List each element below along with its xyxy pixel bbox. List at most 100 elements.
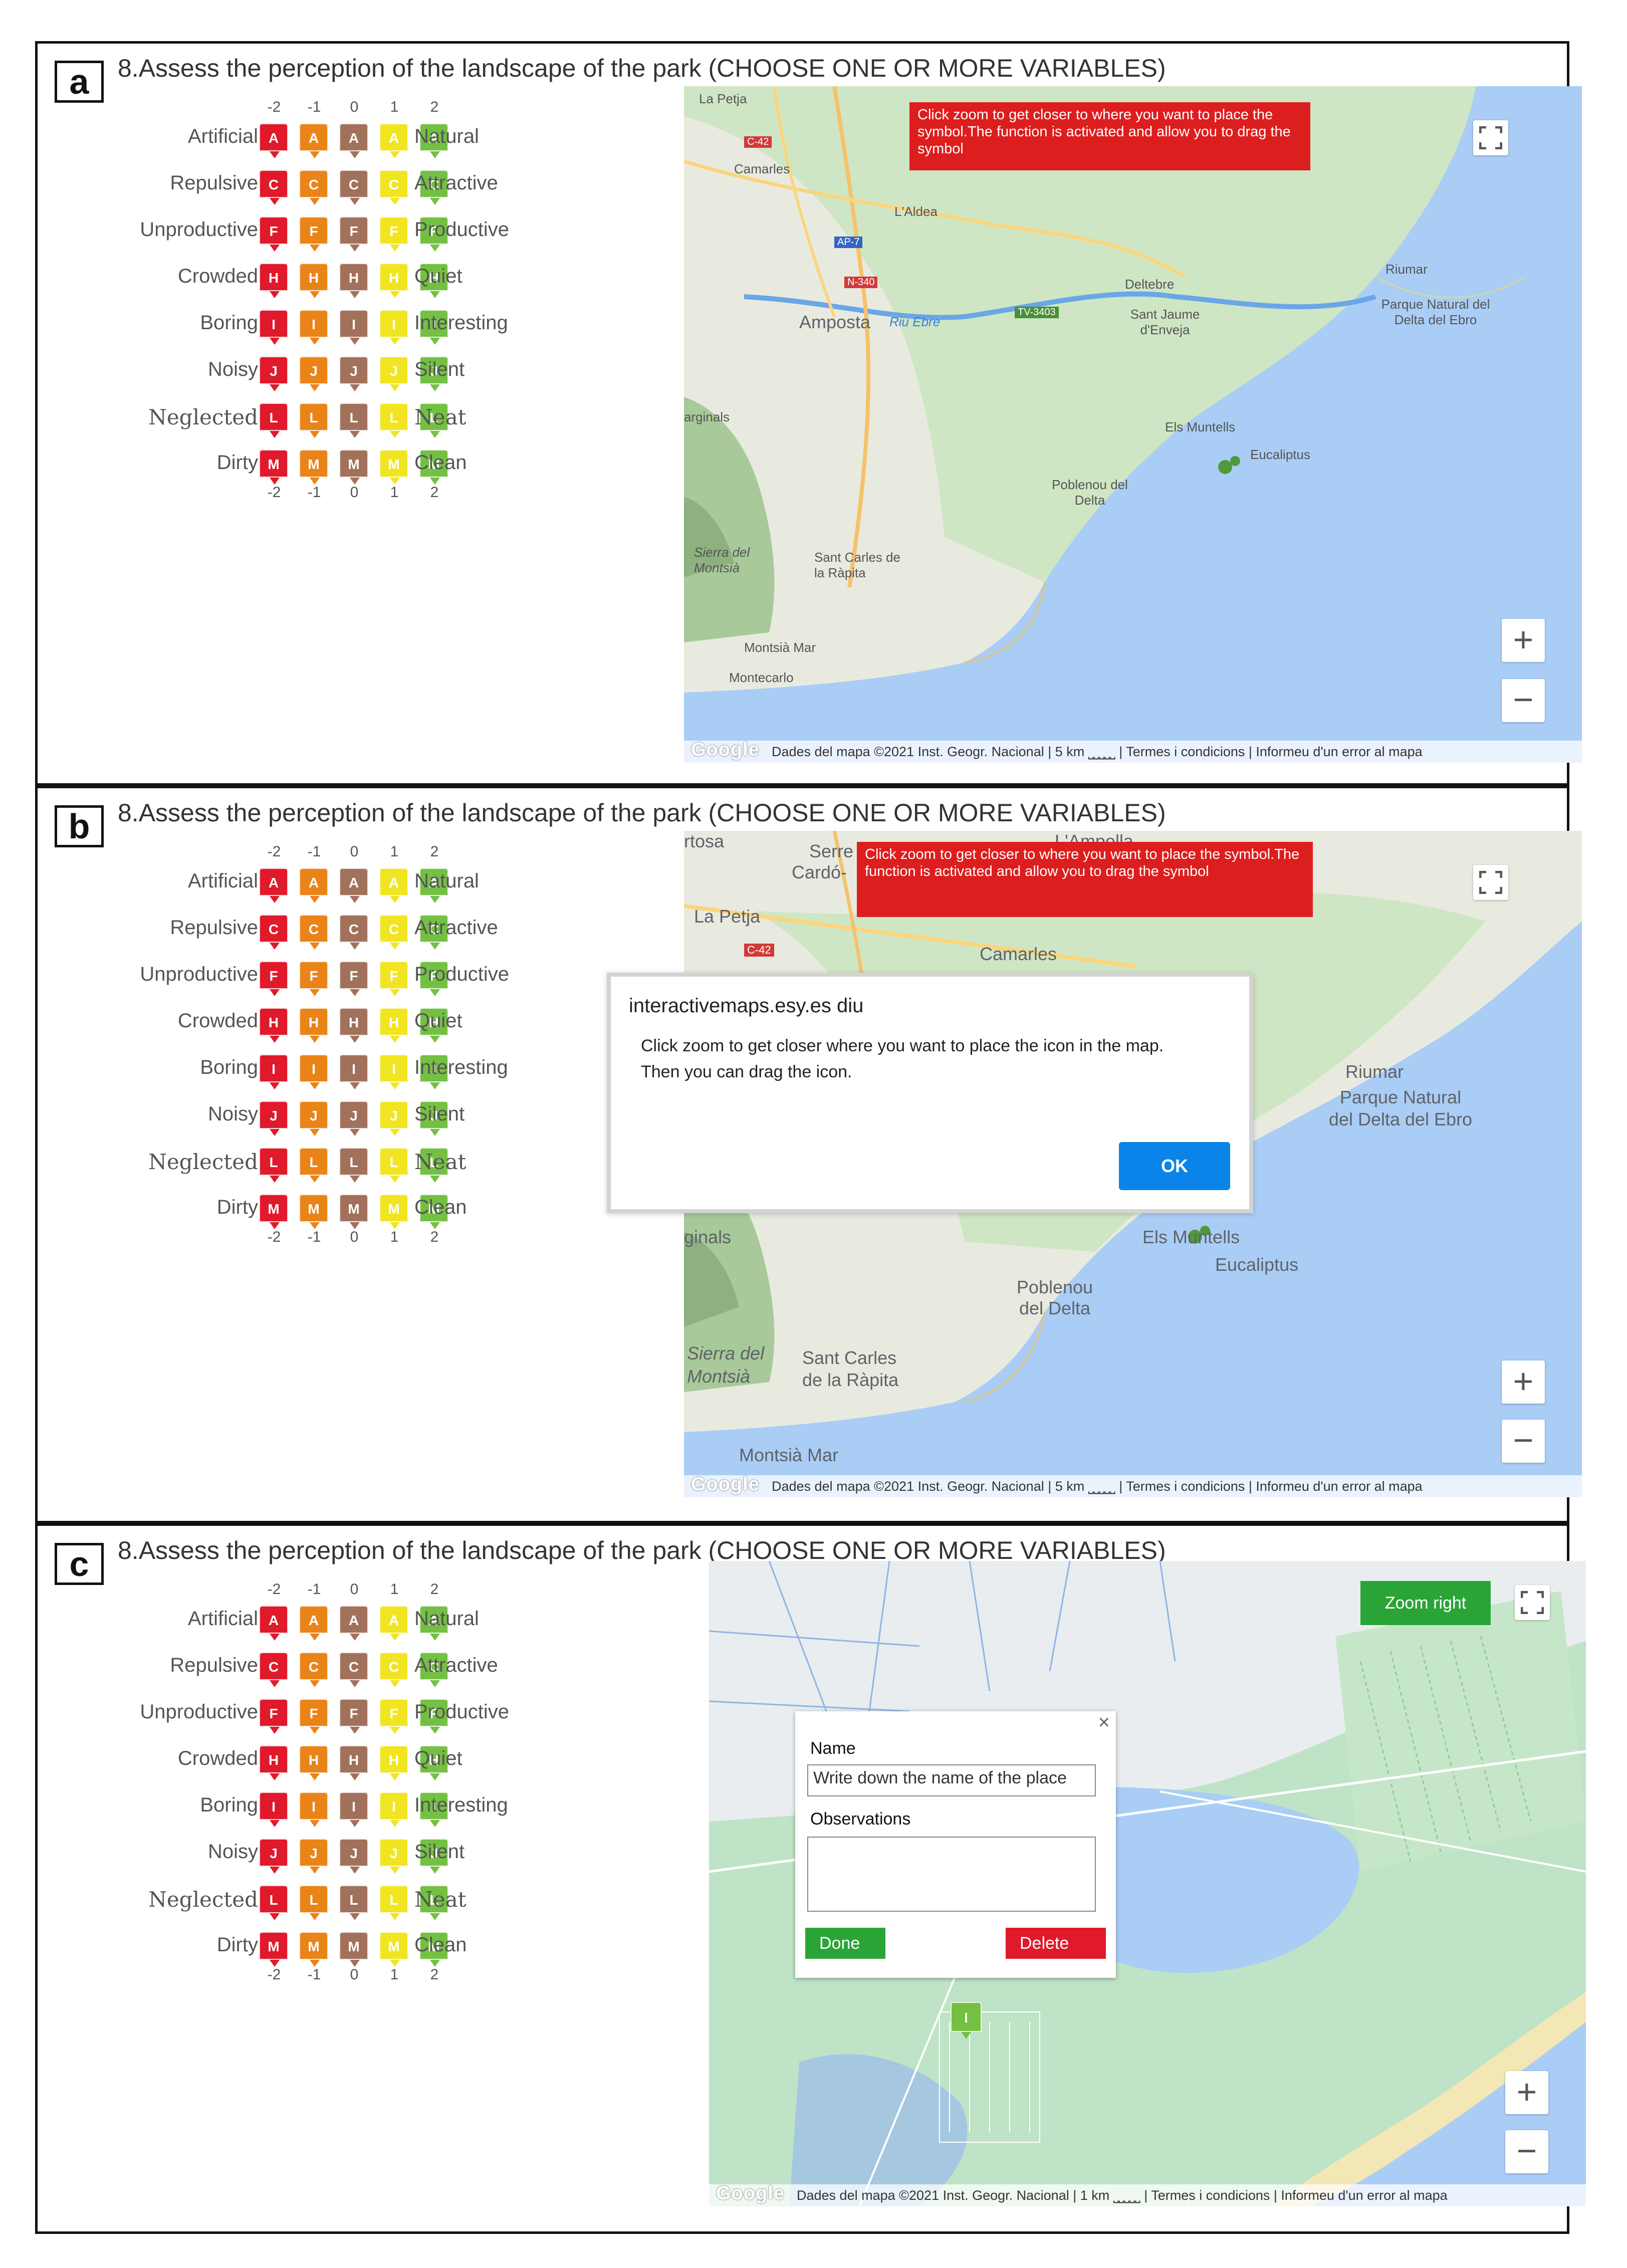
rating-marker[interactable]: L: [379, 1148, 408, 1183]
rating-marker[interactable]: A: [259, 123, 288, 158]
rating-marker[interactable]: A: [259, 868, 288, 903]
rating-marker[interactable]: L: [299, 403, 328, 438]
rating-marker[interactable]: C: [379, 170, 408, 205]
rating-marker[interactable]: I: [259, 310, 288, 345]
rating-marker[interactable]: L: [259, 1148, 288, 1183]
rating-marker[interactable]: I: [419, 1792, 448, 1827]
rating-marker[interactable]: M: [339, 449, 368, 485]
rating-marker[interactable]: C: [299, 170, 328, 205]
rating-marker[interactable]: L: [259, 403, 288, 438]
rating-marker[interactable]: J: [339, 1101, 368, 1136]
rating-marker[interactable]: H: [299, 1745, 328, 1780]
rating-marker[interactable]: M: [339, 1194, 368, 1229]
rating-marker[interactable]: M: [379, 1932, 408, 1967]
name-input[interactable]: Write down the name of the place: [807, 1764, 1096, 1796]
rating-marker[interactable]: C: [339, 1652, 368, 1687]
rating-marker[interactable]: A: [299, 1606, 328, 1641]
rating-marker[interactable]: A: [339, 123, 368, 158]
rating-marker[interactable]: C: [299, 1652, 328, 1687]
rating-marker[interactable]: C: [299, 915, 328, 950]
rating-marker[interactable]: C: [419, 915, 448, 950]
rating-marker[interactable]: A: [339, 868, 368, 903]
rating-marker[interactable]: L: [419, 403, 448, 438]
rating-marker[interactable]: L: [299, 1148, 328, 1183]
rating-marker[interactable]: I: [379, 1792, 408, 1827]
rating-marker[interactable]: A: [379, 868, 408, 903]
done-button[interactable]: Done: [805, 1928, 885, 1959]
rating-marker[interactable]: F: [419, 216, 448, 252]
rating-marker[interactable]: M: [379, 449, 408, 485]
rating-marker[interactable]: F: [419, 961, 448, 996]
rating-marker[interactable]: H: [339, 1745, 368, 1780]
rating-marker[interactable]: J: [379, 356, 408, 391]
rating-marker[interactable]: M: [419, 1932, 448, 1967]
rating-marker[interactable]: C: [379, 1652, 408, 1687]
rating-marker[interactable]: J: [299, 356, 328, 391]
rating-marker[interactable]: H: [379, 1008, 408, 1043]
close-icon[interactable]: ×: [1098, 1711, 1110, 1733]
rating-marker[interactable]: F: [299, 216, 328, 252]
rating-marker[interactable]: I: [339, 1792, 368, 1827]
rating-marker[interactable]: A: [419, 868, 448, 903]
rating-marker[interactable]: H: [299, 263, 328, 298]
rating-marker[interactable]: I: [419, 1054, 448, 1089]
rating-marker[interactable]: J: [259, 1839, 288, 1874]
map-view[interactable]: La Petja C-42 Camarles L'Aldea AP-7 N-34…: [684, 86, 1582, 763]
rating-marker[interactable]: H: [339, 1008, 368, 1043]
rating-marker[interactable]: J: [379, 1101, 408, 1136]
rating-marker[interactable]: J: [259, 356, 288, 391]
rating-marker[interactable]: J: [299, 1839, 328, 1874]
rating-marker[interactable]: L: [339, 1885, 368, 1920]
rating-marker[interactable]: M: [299, 1932, 328, 1967]
zoom-right-button[interactable]: Zoom right: [1360, 1581, 1491, 1625]
rating-marker[interactable]: L: [339, 403, 368, 438]
rating-marker[interactable]: L: [299, 1885, 328, 1920]
rating-marker[interactable]: L: [419, 1885, 448, 1920]
rating-marker[interactable]: J: [419, 356, 448, 391]
rating-marker[interactable]: A: [379, 123, 408, 158]
rating-marker[interactable]: J: [419, 1839, 448, 1874]
rating-marker[interactable]: L: [379, 403, 408, 438]
rating-marker[interactable]: L: [419, 1148, 448, 1183]
rating-marker[interactable]: A: [299, 868, 328, 903]
zoom-in-button[interactable]: +: [1502, 619, 1545, 662]
rating-marker[interactable]: A: [259, 1606, 288, 1641]
rating-marker[interactable]: I: [299, 310, 328, 345]
rating-marker[interactable]: L: [379, 1885, 408, 1920]
rating-marker[interactable]: I: [339, 1054, 368, 1089]
rating-marker[interactable]: I: [299, 1792, 328, 1827]
rating-marker[interactable]: F: [419, 1699, 448, 1734]
rating-marker[interactable]: J: [259, 1101, 288, 1136]
rating-marker[interactable]: I: [259, 1054, 288, 1089]
rating-marker[interactable]: F: [299, 961, 328, 996]
rating-marker[interactable]: C: [419, 1652, 448, 1687]
rating-marker[interactable]: H: [299, 1008, 328, 1043]
rating-marker[interactable]: C: [419, 170, 448, 205]
attribution-text[interactable]: Dades del mapa ©2021 Inst. Geogr. Nacion…: [772, 1479, 1423, 1494]
rating-marker[interactable]: L: [339, 1148, 368, 1183]
rating-marker[interactable]: F: [339, 1699, 368, 1734]
rating-marker[interactable]: C: [379, 915, 408, 950]
rating-marker[interactable]: F: [259, 216, 288, 252]
zoom-in-button[interactable]: +: [1502, 1360, 1545, 1404]
rating-marker[interactable]: M: [259, 449, 288, 485]
rating-marker[interactable]: M: [419, 449, 448, 485]
rating-marker[interactable]: H: [379, 263, 408, 298]
rating-marker[interactable]: J: [419, 1101, 448, 1136]
rating-marker[interactable]: H: [259, 1008, 288, 1043]
rating-marker[interactable]: M: [299, 449, 328, 485]
attribution-text[interactable]: Dades del mapa ©2021 Inst. Geogr. Nacion…: [797, 2188, 1448, 2203]
placed-marker[interactable]: I: [951, 2002, 982, 2039]
delete-button[interactable]: Delete: [1006, 1928, 1106, 1959]
rating-marker[interactable]: F: [339, 216, 368, 252]
zoom-out-button[interactable]: −: [1502, 1420, 1545, 1463]
rating-marker[interactable]: M: [259, 1194, 288, 1229]
rating-marker[interactable]: F: [379, 961, 408, 996]
rating-marker[interactable]: J: [339, 1839, 368, 1874]
rating-marker[interactable]: F: [299, 1699, 328, 1734]
rating-marker[interactable]: I: [419, 310, 448, 345]
rating-marker[interactable]: M: [379, 1194, 408, 1229]
rating-marker[interactable]: C: [259, 915, 288, 950]
rating-marker[interactable]: A: [299, 123, 328, 158]
fullscreen-button[interactable]: [1515, 1585, 1550, 1620]
